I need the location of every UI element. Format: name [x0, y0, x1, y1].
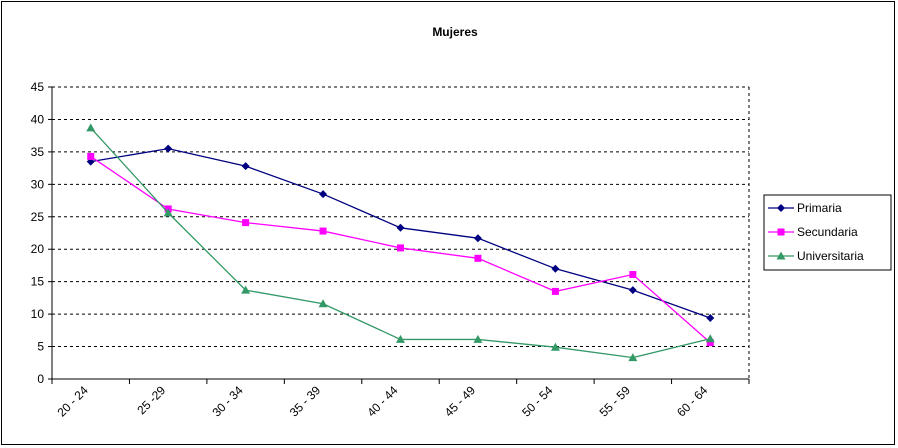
- data-point: [319, 227, 327, 235]
- data-point: [706, 339, 714, 347]
- data-point: [164, 144, 173, 153]
- data-point: [86, 123, 96, 132]
- data-point: [705, 334, 715, 343]
- data-point: [550, 342, 560, 351]
- y-tick-label: 10: [31, 307, 45, 321]
- data-point: [163, 208, 173, 217]
- data-point: [551, 287, 559, 295]
- data-point: [87, 152, 95, 160]
- y-tick-label: 35: [31, 145, 45, 159]
- series-universitaria: [86, 123, 715, 362]
- data-point: [241, 285, 251, 294]
- x-tick-label: 50 - 54: [519, 383, 556, 420]
- data-point: [241, 162, 250, 171]
- legend-label: Universitaria: [797, 249, 864, 263]
- y-tick-label: 20: [31, 242, 45, 256]
- series-line: [90, 147, 711, 319]
- x-tick-label: 45 - 49: [442, 383, 479, 420]
- x-tick-label: 30 - 34: [209, 383, 246, 420]
- y-tick-label: 45: [31, 80, 45, 94]
- legend-marker: [777, 204, 785, 212]
- data-point: [397, 244, 404, 252]
- legend-marker: [777, 228, 785, 236]
- legend: Primaria Secundaria Universitaria: [763, 194, 892, 271]
- series-line: [90, 127, 711, 359]
- y-tick-label: 5: [37, 340, 44, 354]
- x-tick-label: 55 - 59: [597, 383, 634, 420]
- data-point: [629, 271, 637, 279]
- data-point: [628, 286, 637, 295]
- y-tick-label: 25: [31, 210, 45, 224]
- data-point: [474, 254, 482, 262]
- data-point: [551, 264, 560, 273]
- x-axis-ticks: 20 - 24 25 -29 30 - 34 35 - 39 40 - 44 45 - 4…: [55, 383, 711, 420]
- data-point: [706, 314, 715, 323]
- data-point: [473, 334, 483, 343]
- data-point: [242, 219, 250, 227]
- series-primaria: [86, 144, 715, 323]
- y-tick-label: 30: [31, 177, 45, 191]
- x-tick-label: 25 -29: [134, 383, 168, 417]
- series-group: [86, 123, 715, 362]
- data-point: [318, 299, 328, 308]
- data-point: [473, 234, 482, 243]
- x-tick-label: 35 - 39: [287, 383, 324, 420]
- chart-title: Mujeres: [432, 25, 478, 39]
- x-tick-label: 20 - 24: [55, 383, 92, 420]
- x-tick-label: 60 - 64: [674, 383, 711, 420]
- y-tick-label: 40: [31, 112, 45, 126]
- data-point: [396, 334, 405, 343]
- y-tick-label: 15: [31, 275, 45, 289]
- data-point: [628, 353, 638, 362]
- y-axis-ticks: 0 5 10 15 20 25 30 35 40 45: [31, 80, 45, 386]
- axes: [48, 86, 750, 384]
- data-point: [319, 190, 328, 199]
- legend-label: Primaria: [797, 201, 842, 215]
- legend-marker: [776, 251, 786, 260]
- y-tick-label: 0: [37, 372, 44, 386]
- data-point: [396, 223, 405, 232]
- series-secundaria: [87, 152, 714, 347]
- x-tick-label: 40 - 44: [364, 383, 401, 420]
- legend-label: Secundaria: [797, 225, 858, 239]
